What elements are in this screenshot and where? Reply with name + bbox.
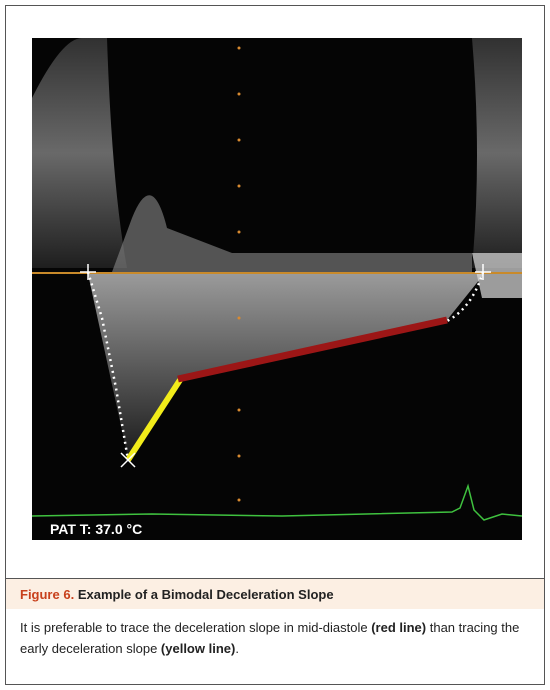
figure-title: Example of a Bimodal Deceleration Slope bbox=[77, 587, 334, 602]
caption-text: It is preferable to trace the decelerati… bbox=[20, 617, 535, 659]
text-bold: (yellow line) bbox=[160, 641, 236, 656]
doppler-image: PAT T: 37.0 °C bbox=[32, 38, 522, 540]
caption-title: Figure 6. Example of a Bimodal Decelerat… bbox=[20, 587, 334, 602]
overlay-label: PAT T: 37.0 °C bbox=[50, 521, 142, 537]
figure-label: Figure 6. bbox=[20, 587, 75, 602]
caption-header: Figure 6. Example of a Bimodal Decelerat… bbox=[6, 578, 544, 609]
text: It is preferable to trace the decelerati… bbox=[20, 620, 372, 635]
text: than tracing the early deceleration slop… bbox=[20, 620, 520, 656]
figure-box bbox=[5, 5, 545, 685]
text: . bbox=[235, 641, 239, 656]
text-bold: (red line) bbox=[371, 620, 427, 635]
